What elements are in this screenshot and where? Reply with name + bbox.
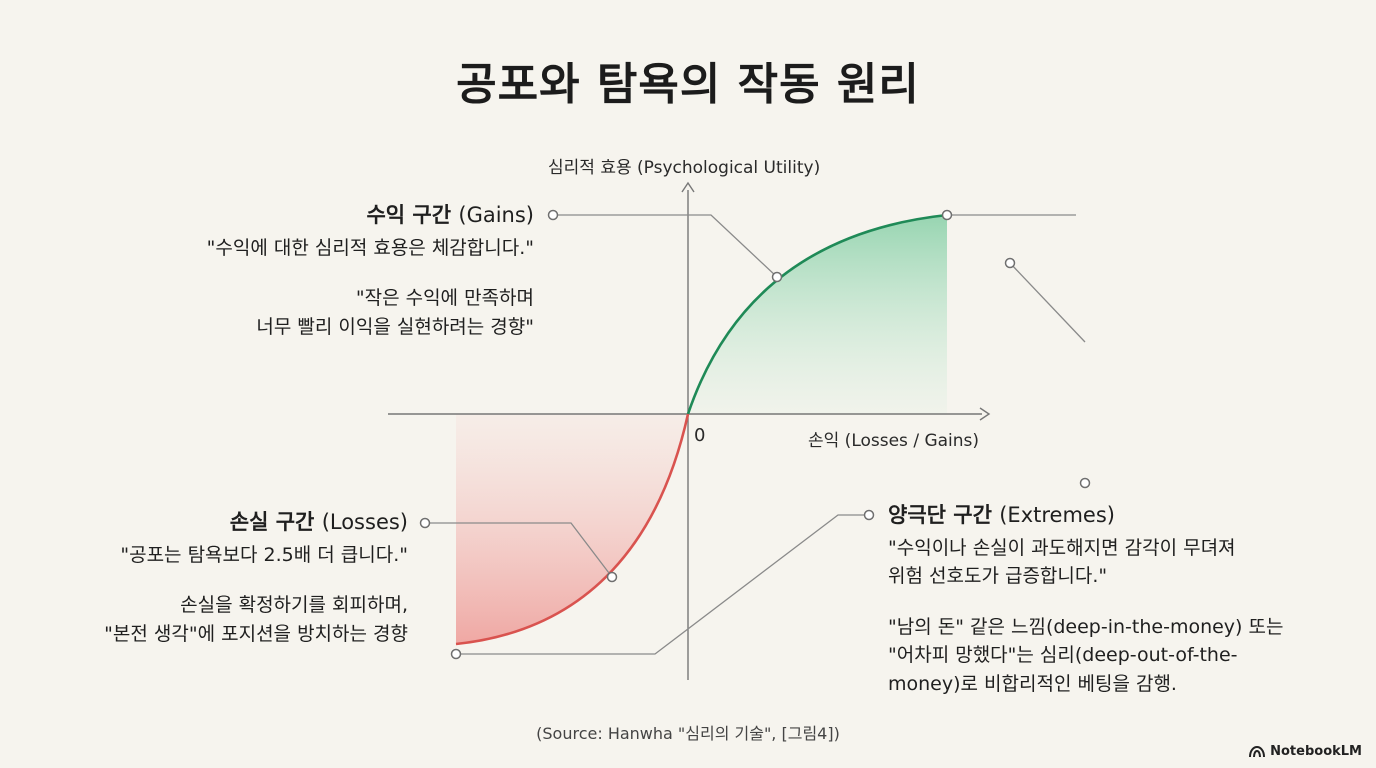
gains-leader-line bbox=[553, 214, 778, 278]
extremes-quote-line2: 위험 선호도가 급증합니다." bbox=[888, 565, 1108, 587]
losses-desc-line1: 손실을 확정하기를 회피하며, bbox=[180, 594, 408, 616]
extremes-desc-line2: "어차피 망했다"는 심리(deep-out-of-the- bbox=[888, 644, 1238, 666]
gains-desc-line2: 너무 빨리 이익을 실현하려는 경향" bbox=[256, 315, 534, 338]
source-citation: (Source: Hanwha "심리의 기술", [그림4]) bbox=[536, 724, 840, 743]
gains-heading-en: (Gains) bbox=[458, 203, 534, 227]
losses-quote: "공포는 탐욕보다 2.5배 더 큽니다." bbox=[120, 543, 408, 566]
extremes-diagonal-leader bbox=[1009, 262, 1086, 343]
extremes-bracket-end-dot bbox=[1079, 477, 1091, 489]
x-axis-arrow bbox=[979, 407, 991, 421]
losses-heading-en: (Losses) bbox=[321, 510, 408, 534]
notebooklm-logo-icon bbox=[1249, 745, 1266, 757]
losses-extreme-dot bbox=[450, 648, 462, 660]
losses-area bbox=[456, 414, 688, 644]
extremes-heading-ko: 양극단 구간 bbox=[888, 503, 992, 527]
gains-curve bbox=[686, 213, 948, 415]
gains-area bbox=[688, 215, 947, 414]
gains-quote: "수익에 대한 심리적 효용은 체감합니다." bbox=[206, 236, 534, 259]
losses-heading-ko: 손실 구간 bbox=[229, 510, 315, 534]
extremes-heading-en: (Extremes) bbox=[999, 503, 1115, 527]
gains-extreme-dot bbox=[941, 209, 953, 221]
gains-heading: 수익 구간 (Gains) bbox=[207, 200, 534, 232]
y-axis-label: 심리적 효용 (Psychological Utility) bbox=[548, 158, 821, 178]
losses-label-dot bbox=[419, 517, 431, 529]
losses-heading: 손실 구간 (Losses) bbox=[104, 507, 408, 539]
brand-watermark: NotebookLM bbox=[1249, 744, 1362, 759]
losses-curve bbox=[455, 413, 690, 646]
origin-label: 0 bbox=[694, 425, 706, 446]
losses-leader-line bbox=[425, 522, 613, 578]
extremes-lower-leader bbox=[456, 514, 869, 655]
gains-heading-ko: 수익 구간 bbox=[366, 203, 452, 227]
gains-curve-dot bbox=[771, 271, 783, 283]
y-axis-arrow bbox=[681, 181, 695, 193]
gains-desc-line1: "작은 수익에 만족하며 bbox=[355, 287, 534, 309]
gains-label-dot bbox=[547, 209, 559, 221]
brand-label: NotebookLM bbox=[1270, 744, 1362, 759]
losses-desc-line2: "본전 생각"에 포지션을 방치하는 경향 bbox=[104, 622, 408, 645]
extremes-heading: 양극단 구간 (Extremes) bbox=[888, 500, 1328, 532]
losses-annotation: 손실 구간 (Losses) "공포는 탐욕보다 2.5배 더 큽니다." 손실… bbox=[104, 507, 408, 648]
page-title: 공포와 탐욕의 작동 원리 bbox=[456, 59, 920, 110]
extremes-desc-line3: money)로 비합리적인 베팅을 감행. bbox=[888, 672, 1177, 695]
losses-curve-dot bbox=[606, 571, 618, 583]
extremes-quote-line1: "수익이나 손실이 과도해지면 감각이 무뎌져 bbox=[888, 536, 1236, 559]
extremes-annotation: 양극단 구간 (Extremes) "수익이나 손실이 과도해지면 감각이 무뎌… bbox=[888, 500, 1328, 698]
extremes-upper-dot bbox=[1004, 257, 1016, 269]
extremes-desc-line1: "남의 돈" 같은 느낌(deep-in-the-money) 또는 bbox=[888, 615, 1284, 638]
extremes-label-dot bbox=[863, 509, 875, 521]
gains-annotation: 수익 구간 (Gains) "수익에 대한 심리적 효용은 체감합니다." "작… bbox=[207, 200, 534, 341]
x-axis-label: 손익 (Losses / Gains) bbox=[808, 431, 980, 451]
